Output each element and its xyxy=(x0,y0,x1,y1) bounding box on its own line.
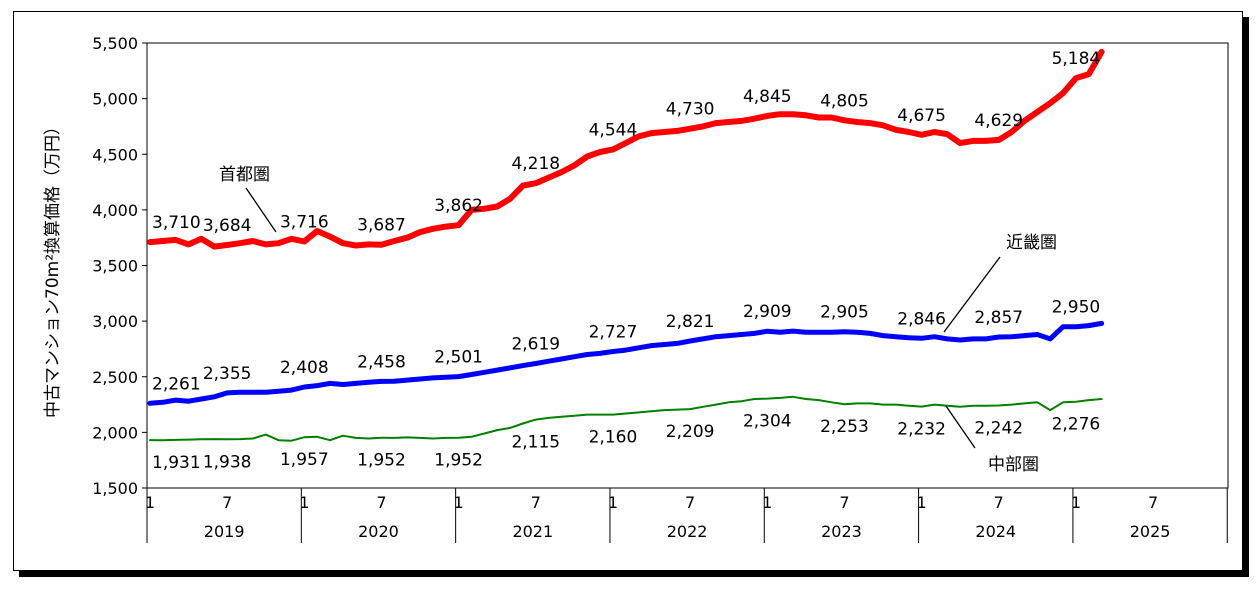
x-year-label: 2019 xyxy=(204,522,245,541)
x-tick-label: 1 xyxy=(1071,493,1081,512)
data-label: 2,355 xyxy=(203,364,252,384)
data-label: 2,242 xyxy=(974,418,1023,438)
data-label: 2,909 xyxy=(743,302,792,322)
y-tick-label: 5,500 xyxy=(92,34,138,53)
data-label: 3,684 xyxy=(203,216,252,236)
x-tick-label: 7 xyxy=(222,493,232,512)
y-tick-label: 2,000 xyxy=(92,423,138,442)
x-tick-label: 1 xyxy=(608,493,618,512)
series-line-chubu xyxy=(149,395,1103,442)
data-label: 1,952 xyxy=(434,451,483,471)
x-tick-label: 1 xyxy=(917,493,927,512)
x-year-label: 2024 xyxy=(975,522,1016,541)
data-label: 2,276 xyxy=(1052,415,1101,435)
data-label: 2,160 xyxy=(589,428,638,448)
y-tick-label: 5,000 xyxy=(92,90,138,109)
data-label: 4,845 xyxy=(743,87,792,107)
data-label: 3,862 xyxy=(434,196,483,216)
y-tick-label: 1,500 xyxy=(92,479,138,498)
x-tick-label: 1 xyxy=(762,493,772,512)
data-label: 2,408 xyxy=(280,358,329,378)
data-label: 4,805 xyxy=(820,91,869,111)
data-label: 4,544 xyxy=(589,120,638,140)
series-line-kinki xyxy=(147,320,1105,406)
data-label: 4,675 xyxy=(897,106,946,126)
x-year-label: 2022 xyxy=(667,522,708,541)
x-tick-label: 7 xyxy=(994,493,1004,512)
data-label: 2,253 xyxy=(820,417,869,437)
data-label: 2,304 xyxy=(743,412,792,432)
data-labels: 3,710 3,684 3,716 3,687 3,862 4,218 4,544 4,730… xyxy=(152,49,1100,473)
y-tick-label: 4,000 xyxy=(92,201,138,220)
x-year-label: 2021 xyxy=(512,522,553,541)
series-line-shutoken xyxy=(147,48,1105,250)
x-tick-label: 7 xyxy=(376,493,386,512)
data-label: 1,957 xyxy=(280,450,329,470)
series-layer xyxy=(147,48,1105,442)
x-year-label: 2025 xyxy=(1130,522,1171,541)
data-label: 2,857 xyxy=(974,308,1023,328)
series-callout-line-chubu xyxy=(945,405,976,449)
y-tick-label: 3,000 xyxy=(92,312,138,331)
data-label: 2,821 xyxy=(666,312,715,332)
data-label: 2,232 xyxy=(897,420,946,440)
data-label: 1,931 xyxy=(152,453,201,473)
x-year-label: 2023 xyxy=(821,522,862,541)
series-label-chubu: 中部圏 xyxy=(988,455,1039,475)
series-callout-line-shutoken xyxy=(245,187,277,233)
series-label-shutoken: 首都圏 xyxy=(219,165,270,185)
data-label: 2,950 xyxy=(1052,298,1101,318)
x-tick-label: 7 xyxy=(531,493,541,512)
y-tick-label: 3,500 xyxy=(92,257,138,276)
data-label: 2,501 xyxy=(434,348,483,368)
data-label: 2,115 xyxy=(511,433,560,453)
data-label: 5,184 xyxy=(1052,49,1101,69)
y-axis-label: 中古マンション70m²換算価格（万円） xyxy=(43,118,63,418)
x-tick-label: 1 xyxy=(145,493,155,512)
data-label: 3,687 xyxy=(357,216,406,236)
data-label: 3,710 xyxy=(152,213,201,233)
x-year-label: 2020 xyxy=(358,522,399,541)
data-label: 1,952 xyxy=(357,451,406,471)
data-label: 2,905 xyxy=(820,303,869,323)
data-label: 2,727 xyxy=(589,322,638,342)
x-tick-label: 7 xyxy=(685,493,695,512)
data-label: 2,619 xyxy=(511,335,560,355)
data-label: 2,846 xyxy=(897,309,946,329)
series-callout-line-kinki xyxy=(943,256,1001,333)
y-tick-label: 2,500 xyxy=(92,368,138,387)
x-tick-label: 7 xyxy=(839,493,849,512)
data-label: 2,261 xyxy=(152,374,201,394)
data-label: 4,730 xyxy=(666,100,715,120)
x-tick-label: 1 xyxy=(454,493,464,512)
x-tick-label: 1 xyxy=(299,493,309,512)
x-tick-label: 7 xyxy=(1148,493,1158,512)
series-label-kinki: 近畿圏 xyxy=(1006,233,1057,253)
data-label: 2,458 xyxy=(357,352,406,372)
y-tick-label: 4,500 xyxy=(92,145,138,164)
data-label: 2,209 xyxy=(666,422,715,442)
data-label: 4,218 xyxy=(511,154,560,174)
chart-frame xyxy=(13,11,1243,571)
axes: 5,500 5,000 4,500 4,000 3,500 3,000 2,500 2,000… xyxy=(92,34,1229,543)
data-label: 4,629 xyxy=(974,111,1023,131)
data-label: 1,938 xyxy=(203,452,252,472)
data-label: 3,716 xyxy=(280,212,329,232)
